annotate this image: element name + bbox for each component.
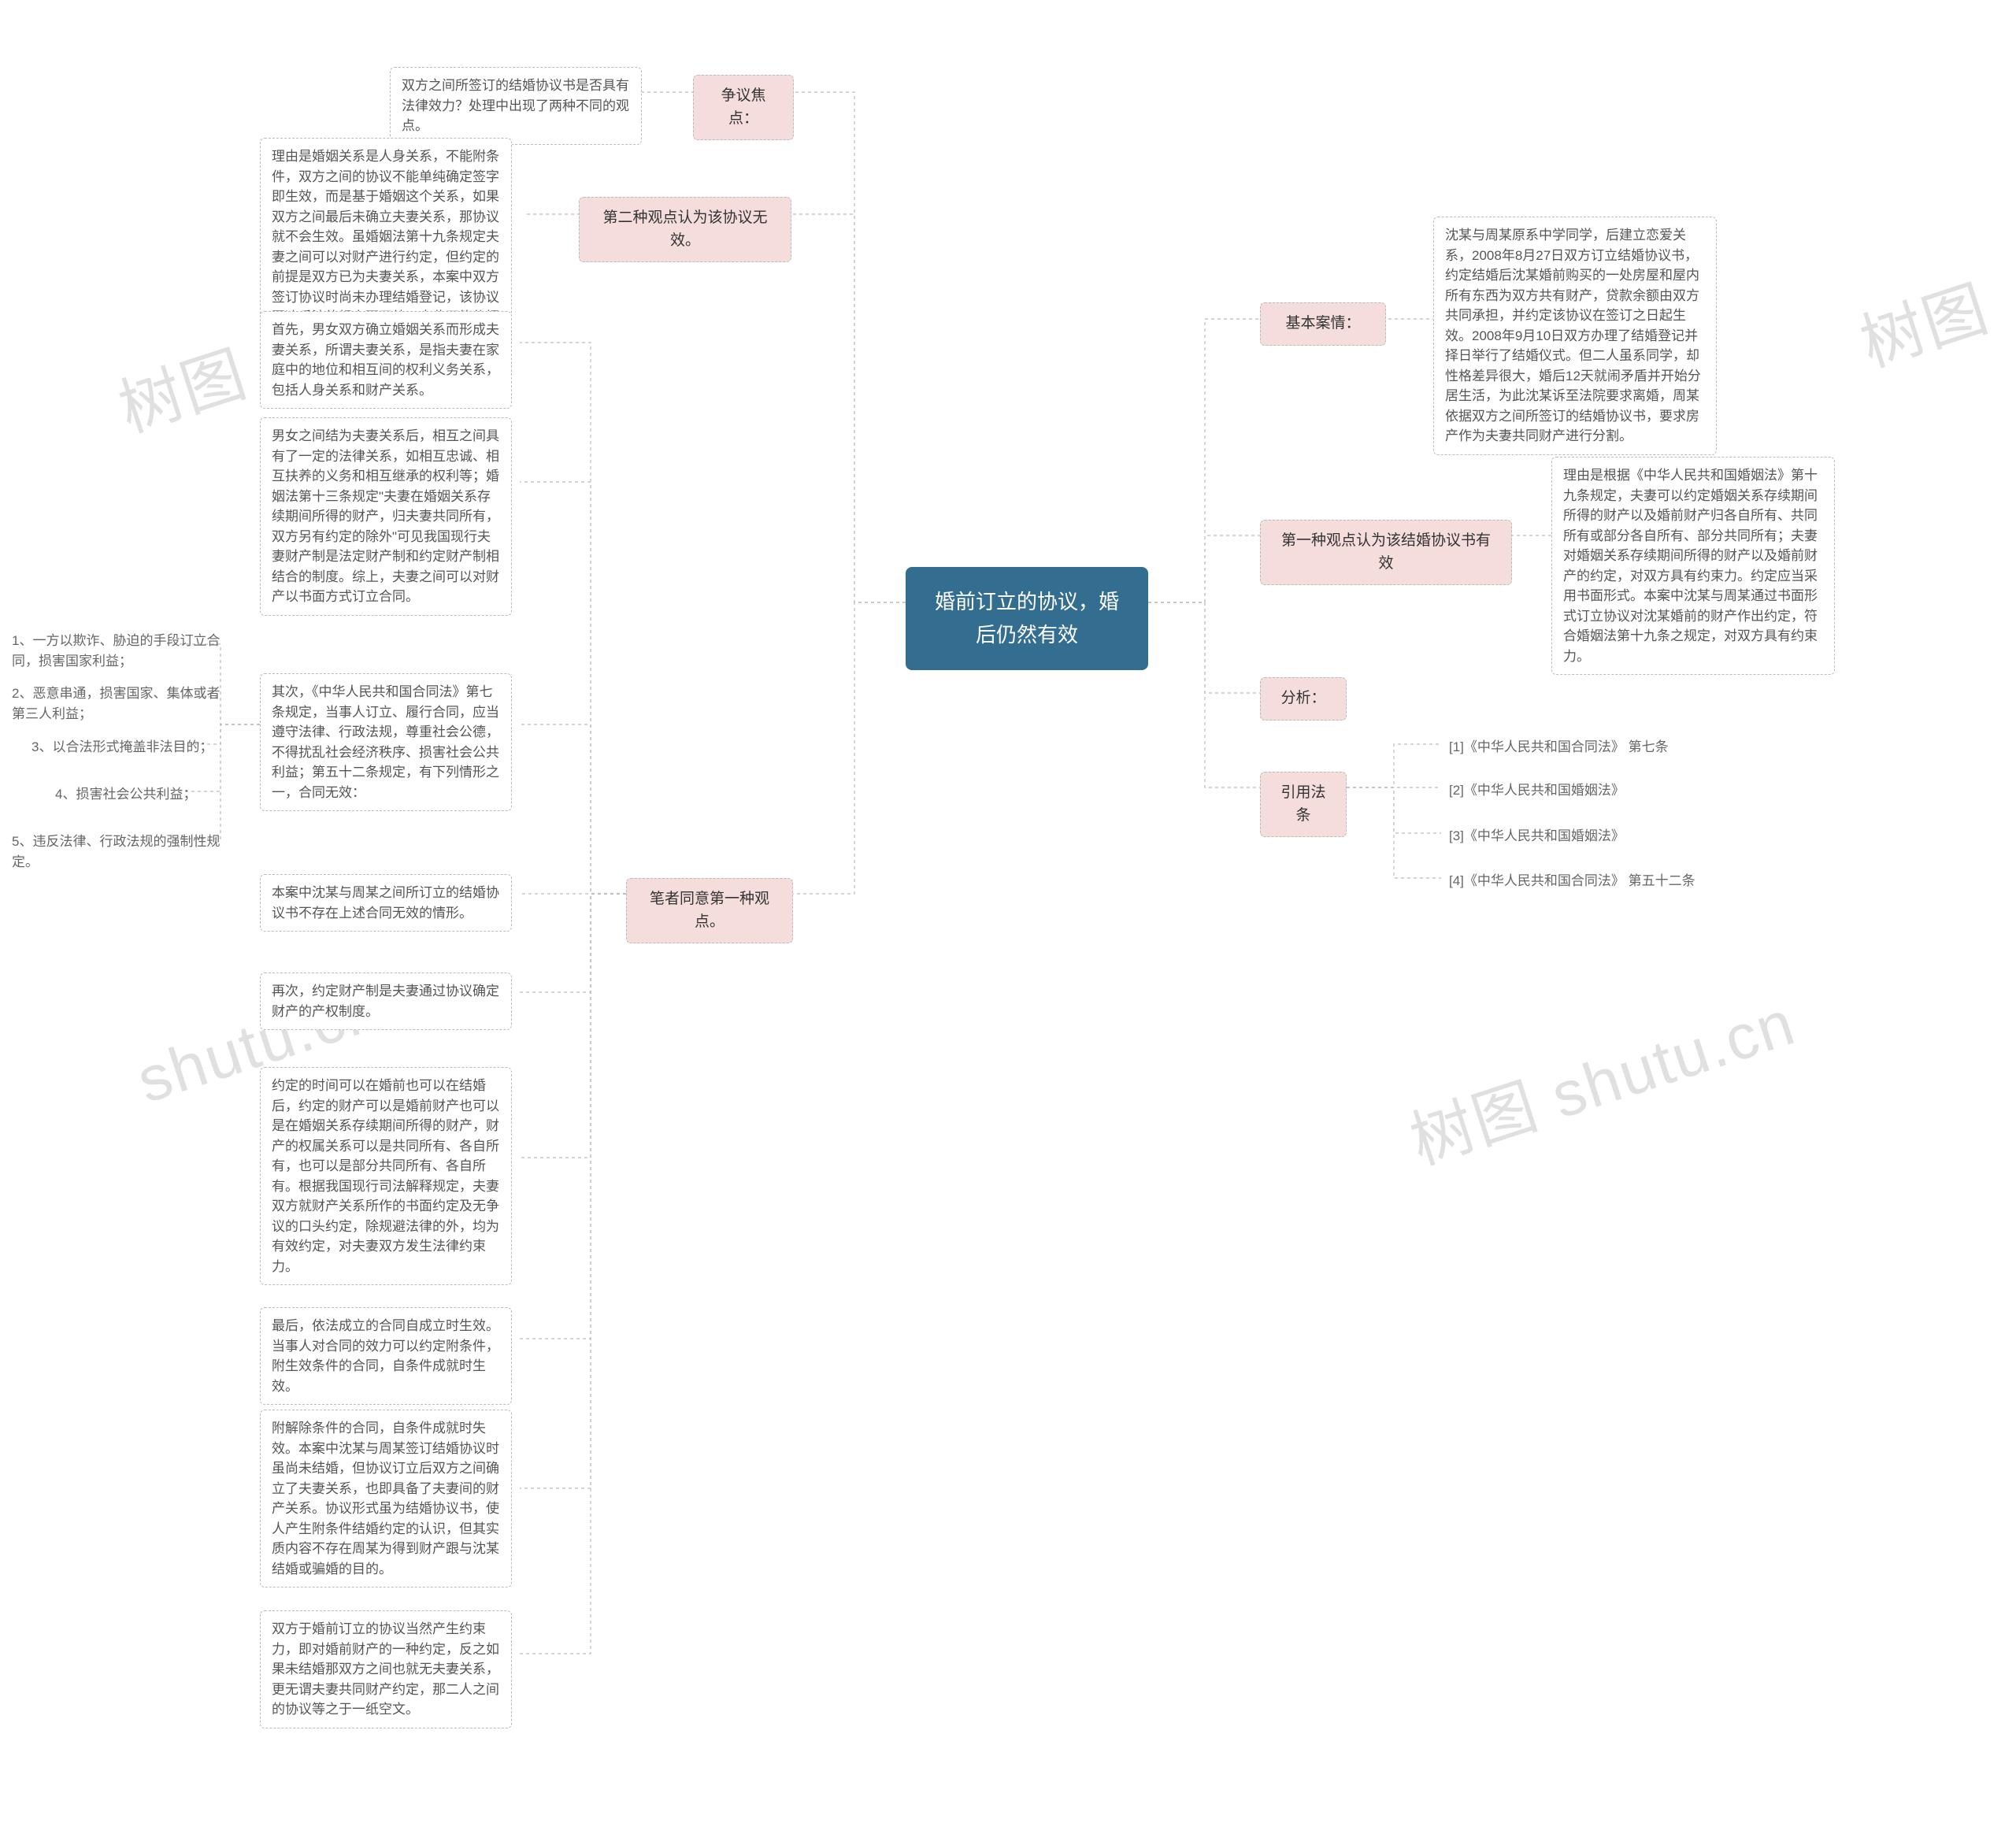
author-p7: 最后，依法成立的合同自成立时生效。当事人对合同的效力可以约定附条件，附生效条件的…	[260, 1307, 512, 1405]
author-p9: 双方于婚前订立的协议当然产生约束力，即对婚前财产的一种约定，反之如果未结婚那双方…	[260, 1610, 512, 1728]
view1-body: 理由是根据《中华人民共和国婚姻法》第十九条规定，夫妻可以约定婚姻关系存续期间所得…	[1551, 457, 1835, 675]
author-p5: 再次，约定财产制是夫妻通过协议确定财产的产权制度。	[260, 973, 512, 1030]
author-p6: 约定的时间可以在婚前也可以在结婚后，约定的财产可以是婚前财产也可以是在婚姻关系存…	[260, 1067, 512, 1285]
citation-item: [4]《中华人民共和国合同法》 第五十二条	[1441, 866, 1703, 896]
author-p4: 本案中沈某与周某之间所订立的结婚协议书不存在上述合同无效的情形。	[260, 874, 512, 932]
view1-label: 第一种观点认为该结婚协议书有效	[1260, 520, 1512, 585]
author-p2: 男女之间结为夫妻关系后，相互之间具有了一定的法律关系，如相互忠诚、相互扶养的义务…	[260, 417, 512, 616]
citation-item: [3]《中华人民共和国婚姻法》	[1441, 821, 1632, 851]
invalid-item: 4、损害社会公共利益；	[47, 780, 224, 810]
basic-case-label: 基本案情：	[1260, 302, 1386, 346]
invalid-item: 5、违反法律、行政法规的强制性规定。	[4, 827, 232, 876]
citation-item: [1]《中华人民共和国合同法》 第七条	[1441, 732, 1677, 762]
author-p8: 附解除条件的合同，自条件成就时失效。本案中沈某与周某签订结婚协议时虽尚未结婚，但…	[260, 1410, 512, 1588]
focus-body: 双方之间所签订的结婚协议书是否具有法律效力？处理中出现了两种不同的观点。	[390, 67, 642, 145]
analysis-label: 分析：	[1260, 677, 1347, 721]
citations-label: 引用法条	[1260, 772, 1347, 837]
watermark: 树图 shutu.cn	[1397, 973, 1805, 1183]
invalid-item: 3、以合法形式掩盖非法目的；	[24, 732, 224, 762]
mindmap-canvas: 树图 shutu.cn shutu.cn 树图 shutu.cn 树图	[0, 0, 2016, 1834]
focus-label: 争议焦点：	[693, 75, 794, 140]
watermark: 树图	[1847, 258, 1999, 384]
invalid-item: 2、恶意串通，损害国家、集体或者第三人利益；	[4, 679, 232, 728]
basic-case-body: 沈某与周某原系中学同学，后建立恋爱关系，2008年8月27日双方订立结婚协议书，…	[1433, 217, 1717, 455]
citation-item: [2]《中华人民共和国婚姻法》	[1441, 776, 1632, 806]
author-p3: 其次，《中华人民共和国合同法》第七条规定，当事人订立、履行合同，应当遵守法律、行…	[260, 673, 512, 811]
root-label: 婚前订立的协议，婚后仍然有效	[935, 590, 1119, 647]
author-p1: 首先，男女双方确立婚姻关系而形成夫妻关系，所谓夫妻关系，是指夫妻在家庭中的地位和…	[260, 311, 512, 409]
author-label: 笔者同意第一种观点。	[626, 878, 793, 943]
root-node: 婚前订立的协议，婚后仍然有效	[906, 567, 1148, 670]
view2-label: 第二种观点认为该协议无效。	[579, 197, 791, 262]
invalid-item: 1、一方以欺诈、胁迫的手段订立合同，损害国家利益；	[4, 626, 232, 676]
